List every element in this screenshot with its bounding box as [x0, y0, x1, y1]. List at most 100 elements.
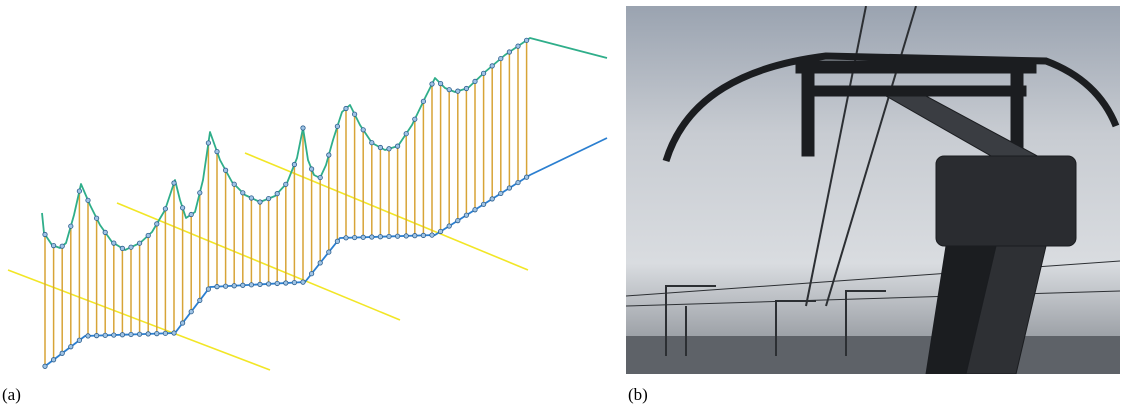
node	[137, 331, 143, 337]
node	[463, 212, 469, 218]
messenger-wire	[41, 37, 608, 251]
node	[308, 271, 315, 277]
node	[463, 85, 469, 92]
node	[102, 332, 108, 338]
node	[506, 185, 512, 191]
lower-arm	[925, 245, 1007, 374]
node	[506, 49, 512, 55]
node	[446, 223, 452, 229]
node	[283, 280, 289, 286]
node	[412, 233, 418, 239]
lower-arm	[965, 245, 1047, 374]
node	[257, 199, 263, 205]
node	[154, 331, 160, 337]
node	[128, 331, 134, 338]
node	[446, 87, 452, 93]
support-line	[244, 152, 529, 271]
node	[214, 149, 220, 155]
panel-label: (a)	[2, 385, 21, 404]
node	[94, 333, 100, 339]
panel-label: (b)	[628, 385, 648, 404]
node	[523, 37, 530, 43]
strut	[801, 65, 815, 157]
node	[137, 240, 143, 246]
node	[94, 215, 100, 221]
node	[369, 234, 375, 240]
masts	[665, 285, 886, 356]
node	[274, 191, 280, 197]
droppers	[44, 40, 528, 367]
node	[223, 283, 229, 289]
pantograph	[662, 52, 1120, 374]
node	[119, 332, 126, 338]
node	[240, 282, 246, 288]
node	[171, 180, 177, 186]
node	[197, 190, 203, 196]
ground	[626, 336, 1120, 374]
node	[188, 309, 194, 315]
node	[360, 234, 366, 240]
node	[85, 333, 91, 339]
node	[394, 143, 401, 149]
node	[180, 320, 186, 326]
node	[394, 233, 401, 239]
node	[343, 235, 349, 241]
node	[515, 43, 521, 49]
node	[472, 207, 478, 213]
node	[403, 233, 409, 239]
node	[377, 234, 383, 240]
nodes	[42, 37, 530, 369]
node	[300, 125, 306, 131]
node	[248, 195, 254, 201]
node	[360, 127, 366, 133]
pantograph-photo	[626, 6, 1120, 374]
node	[489, 196, 495, 202]
base-box	[935, 155, 1077, 247]
node	[102, 229, 108, 235]
node	[369, 140, 375, 146]
node	[412, 116, 418, 122]
node	[265, 195, 272, 202]
node	[498, 55, 504, 62]
node	[300, 279, 306, 285]
node	[480, 70, 487, 76]
node	[180, 205, 186, 211]
node	[455, 88, 461, 94]
node	[291, 279, 297, 286]
node	[386, 233, 392, 240]
node	[111, 332, 117, 338]
support-line	[116, 202, 401, 321]
node	[523, 174, 530, 180]
node	[257, 281, 263, 287]
node	[403, 131, 409, 137]
node	[489, 63, 495, 69]
node	[437, 81, 444, 87]
node	[223, 167, 229, 173]
node	[326, 249, 332, 255]
node	[326, 152, 332, 158]
node	[283, 181, 289, 187]
node	[334, 238, 340, 244]
node	[308, 166, 315, 172]
node	[76, 337, 83, 343]
node	[480, 201, 487, 207]
node	[188, 211, 194, 218]
node	[68, 223, 74, 229]
node	[231, 283, 237, 289]
contact-wire	[43, 137, 608, 368]
node	[50, 243, 57, 249]
node	[42, 231, 48, 238]
node	[420, 232, 426, 238]
node	[420, 98, 426, 104]
node	[351, 111, 358, 117]
catenary-diagram	[7, 37, 608, 371]
node	[274, 280, 280, 287]
node	[429, 232, 435, 238]
node	[334, 123, 340, 129]
node	[498, 190, 504, 197]
node	[59, 243, 65, 249]
node	[162, 330, 168, 336]
node	[429, 81, 435, 87]
node	[68, 344, 74, 350]
